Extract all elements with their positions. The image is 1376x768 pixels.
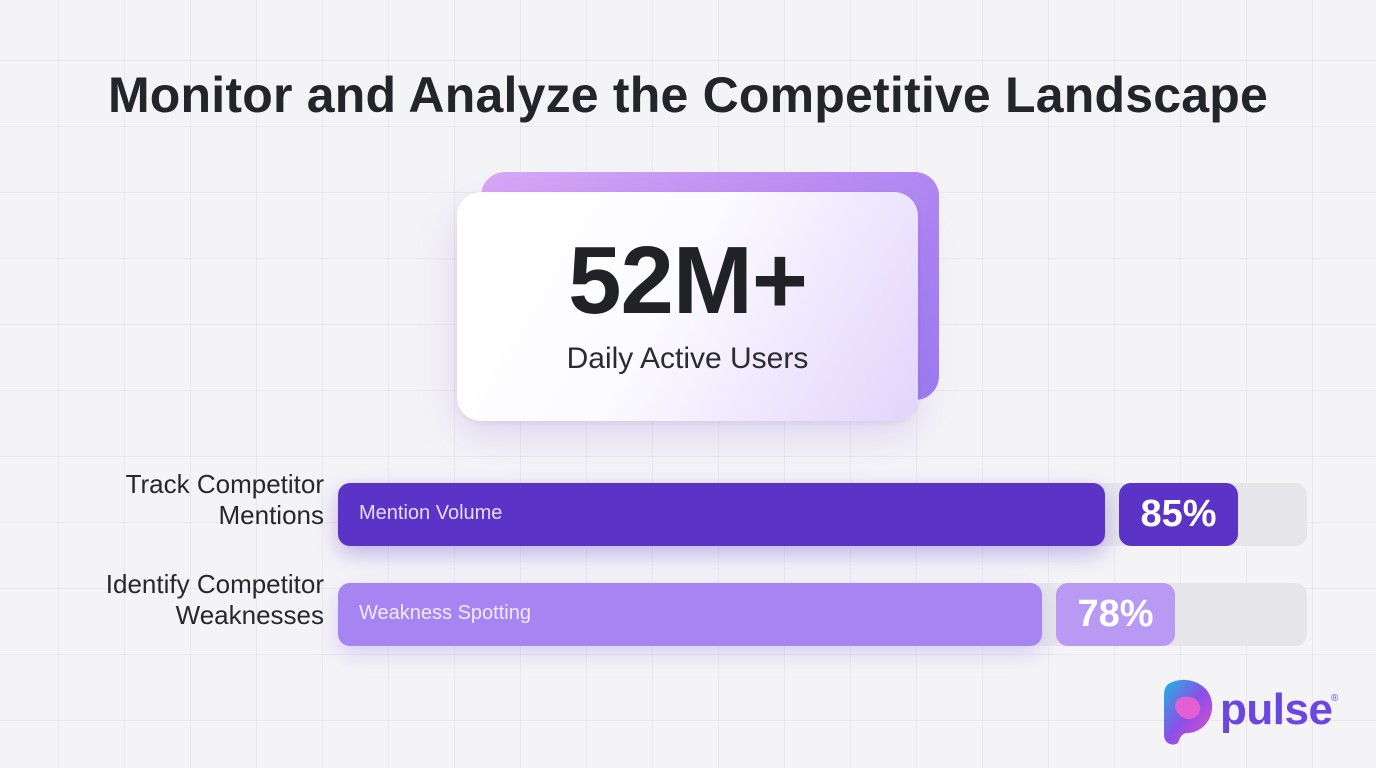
- bar: Weakness Spotting: [338, 583, 1042, 646]
- stat-value: 52M+: [568, 227, 808, 334]
- page-title: Monitor and Analyze the Competitive Land…: [107, 67, 1269, 123]
- bar-inner-label: Mention Volume: [359, 502, 503, 524]
- bar-track: Mention Volume 85%: [338, 483, 1307, 546]
- stat-label: Daily Active Users: [566, 342, 809, 375]
- pulse-logo-icon: [1164, 679, 1213, 745]
- bar-category-label-line: Identify Competitor: [105, 569, 324, 599]
- bar-value-label: 85%: [1119, 483, 1238, 546]
- stat-card: 52M+ Daily Active Users: [457, 192, 918, 421]
- brand-logo: pulse ®: [1160, 677, 1350, 747]
- bar-category-label-line: Weaknesses: [175, 600, 324, 630]
- bar-category-label-line: Mentions: [218, 500, 325, 530]
- registered-mark: ®: [1331, 693, 1339, 704]
- bar-value-label: 78%: [1056, 583, 1175, 646]
- bar-inner-label: Weakness Spotting: [359, 602, 531, 624]
- bar-track: Weakness Spotting 78%: [338, 583, 1307, 646]
- bar-category-label: Identify Competitor Weaknesses: [4, 569, 324, 631]
- bar: Mention Volume: [338, 483, 1105, 546]
- bar-category-label: Track Competitor Mentions: [4, 469, 324, 531]
- brand-name: pulse: [1220, 685, 1333, 734]
- bar-category-label-line: Track Competitor: [125, 469, 324, 499]
